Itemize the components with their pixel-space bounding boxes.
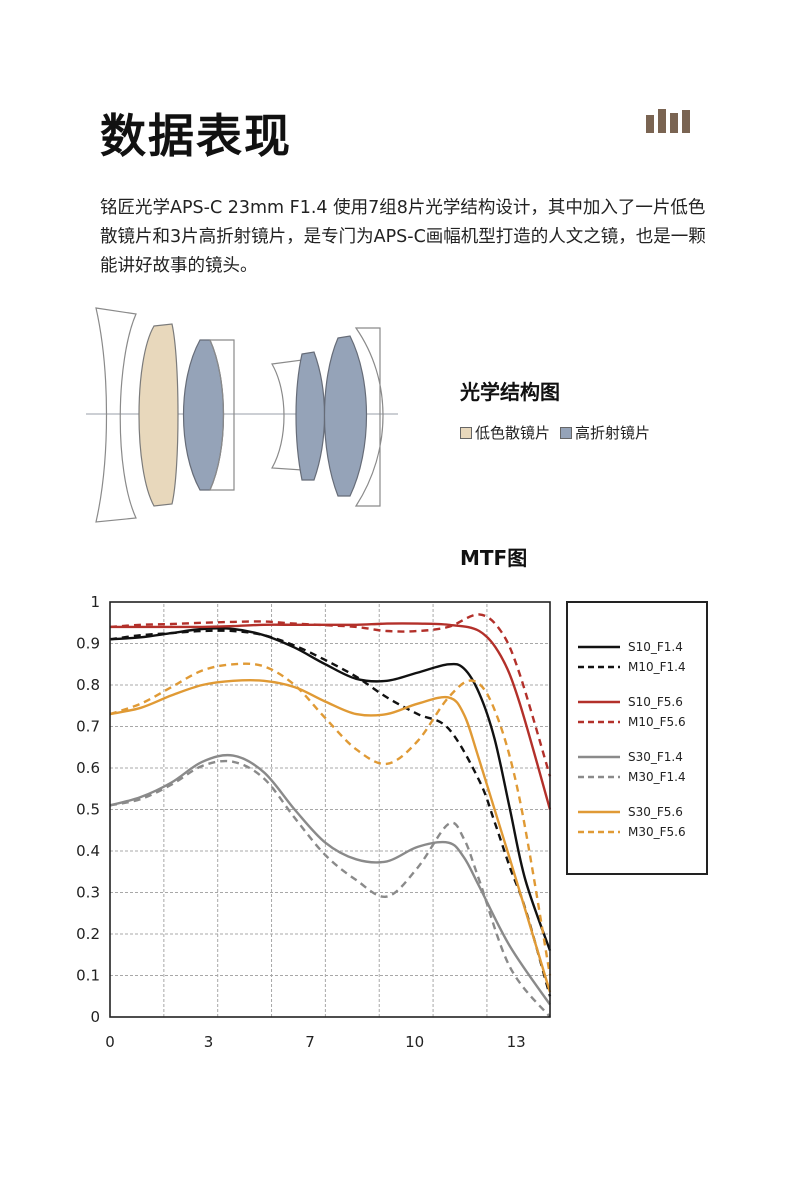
legend-item: S30_F1.4 (578, 749, 683, 765)
y-tick-label: 0.6 (76, 759, 100, 777)
lens-element-8 (354, 327, 384, 507)
series-line-m10_f5-6 (109, 613, 552, 777)
legend-line-icon (578, 830, 620, 834)
x-tick-label: 10 (405, 1033, 424, 1051)
series-line-s10_f5-6 (110, 622, 552, 810)
legend-line-icon (578, 720, 620, 724)
y-tick-label: 0.4 (76, 842, 100, 860)
legend-line-icon (578, 775, 620, 779)
series-line-s30_f5-6 (109, 679, 552, 993)
lens-element-ed (138, 323, 179, 507)
lens-element-1 (95, 307, 137, 523)
legend-label: S30_F1.4 (628, 750, 683, 764)
legend-item: M30_F5.6 (578, 824, 686, 840)
legend-line-icon (578, 665, 620, 669)
legend-line-icon (578, 810, 620, 814)
legend-item: S10_F5.6 (578, 694, 683, 710)
legend-line-icon (578, 700, 620, 704)
legend-hr-label: 高折射镜片 (575, 424, 651, 442)
lens-legend: 低色散镜片 高折射镜片 (460, 422, 660, 443)
hr-swatch-icon (560, 426, 573, 439)
series-line-m10_f1-4 (109, 629, 552, 997)
series-line-s10_f1-4 (109, 627, 552, 951)
series-line-m30_f1-4 (109, 759, 551, 1018)
page-title: 数据表现 (100, 109, 292, 163)
legend-line-icon (578, 645, 620, 649)
ed-swatch-icon (460, 426, 472, 439)
y-tick-label: 1 (90, 593, 100, 611)
y-tick-label: 0.8 (76, 676, 100, 694)
series-line-s30_f1-4 (109, 753, 551, 1006)
y-tick-label: 0.3 (76, 884, 100, 902)
legend-item: M10_F1.4 (578, 659, 686, 675)
legend-label: M30_F1.4 (628, 770, 686, 784)
legend-ed-label: 低色散镜片 (475, 424, 551, 442)
x-tick-label: 13 (507, 1033, 526, 1051)
legend-item: S10_F1.4 (578, 639, 683, 655)
legend-item: M30_F1.4 (578, 769, 686, 785)
optical-structure-diagram (86, 307, 398, 523)
legend-label: S30_F5.6 (628, 805, 683, 819)
y-tick-label: 0.9 (76, 635, 100, 653)
y-tick-label: 0.1 (76, 967, 100, 985)
series-line-m30_f5-6 (109, 662, 552, 976)
y-tick-label: 0.2 (76, 925, 100, 943)
legend-item: M10_F5.6 (578, 714, 686, 730)
intro-text: 铭匠光学APS-C 23mm F1.4 使用7组8片光学结构设计，其中加入了一片… (100, 198, 706, 276)
legend-label: S10_F5.6 (628, 695, 683, 709)
bar-logo-icon (646, 109, 690, 133)
lens-element-hr-3 (323, 335, 368, 497)
x-tick-label: 3 (204, 1033, 214, 1051)
legend-label: M30_F5.6 (628, 825, 686, 839)
legend-item: S30_F5.6 (578, 804, 683, 820)
mtf-legend: S10_F1.4 M10_F1.4 S10_F5.6 M10_F5.6 S30_F1.4… (566, 601, 708, 875)
legend-line-icon (578, 755, 620, 759)
legend-label: M10_F5.6 (628, 715, 686, 729)
mtf-chart: 00.10.20.30.40.50.60.70.80.910 3 7 10 13 (76, 593, 552, 1051)
legend-label: S10_F1.4 (628, 640, 683, 654)
y-tick-label: 0 (90, 1008, 100, 1026)
lens-element-hr-2 (295, 351, 326, 481)
mtf-title: MTF图 (460, 546, 528, 570)
optical-structure-title: 光学结构图 (460, 380, 560, 404)
legend-hr-lens: 高折射镜片 (560, 422, 650, 443)
y-tick-label: 0.5 (76, 801, 100, 819)
x-tick-label: 7 (305, 1033, 315, 1051)
legend-label: M10_F1.4 (628, 660, 686, 674)
lens-element-4 (209, 339, 235, 491)
plot-frame (109, 601, 551, 1018)
y-tick-label: 0.7 (76, 718, 100, 736)
lens-element-5 (271, 359, 303, 471)
legend-ed-lens: 低色散镜片 (460, 422, 550, 443)
x-tick-label: 0 (105, 1033, 115, 1051)
